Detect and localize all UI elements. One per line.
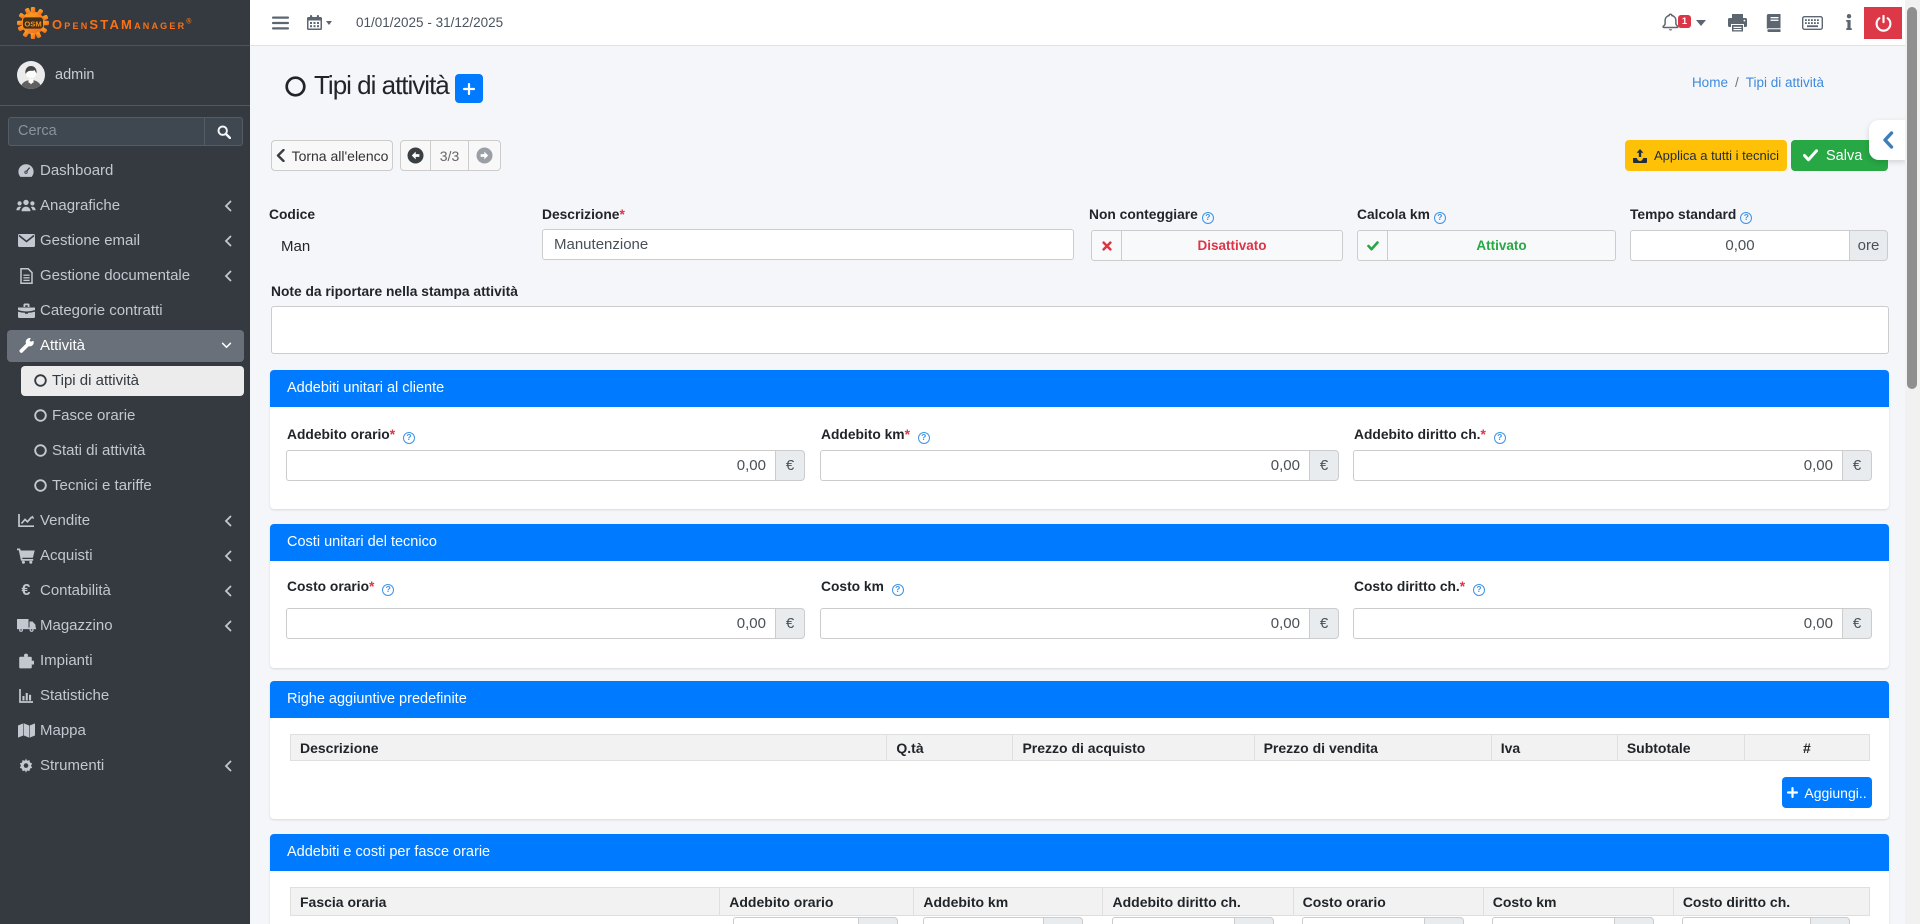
svg-text:OSM: OSM [24, 19, 41, 28]
